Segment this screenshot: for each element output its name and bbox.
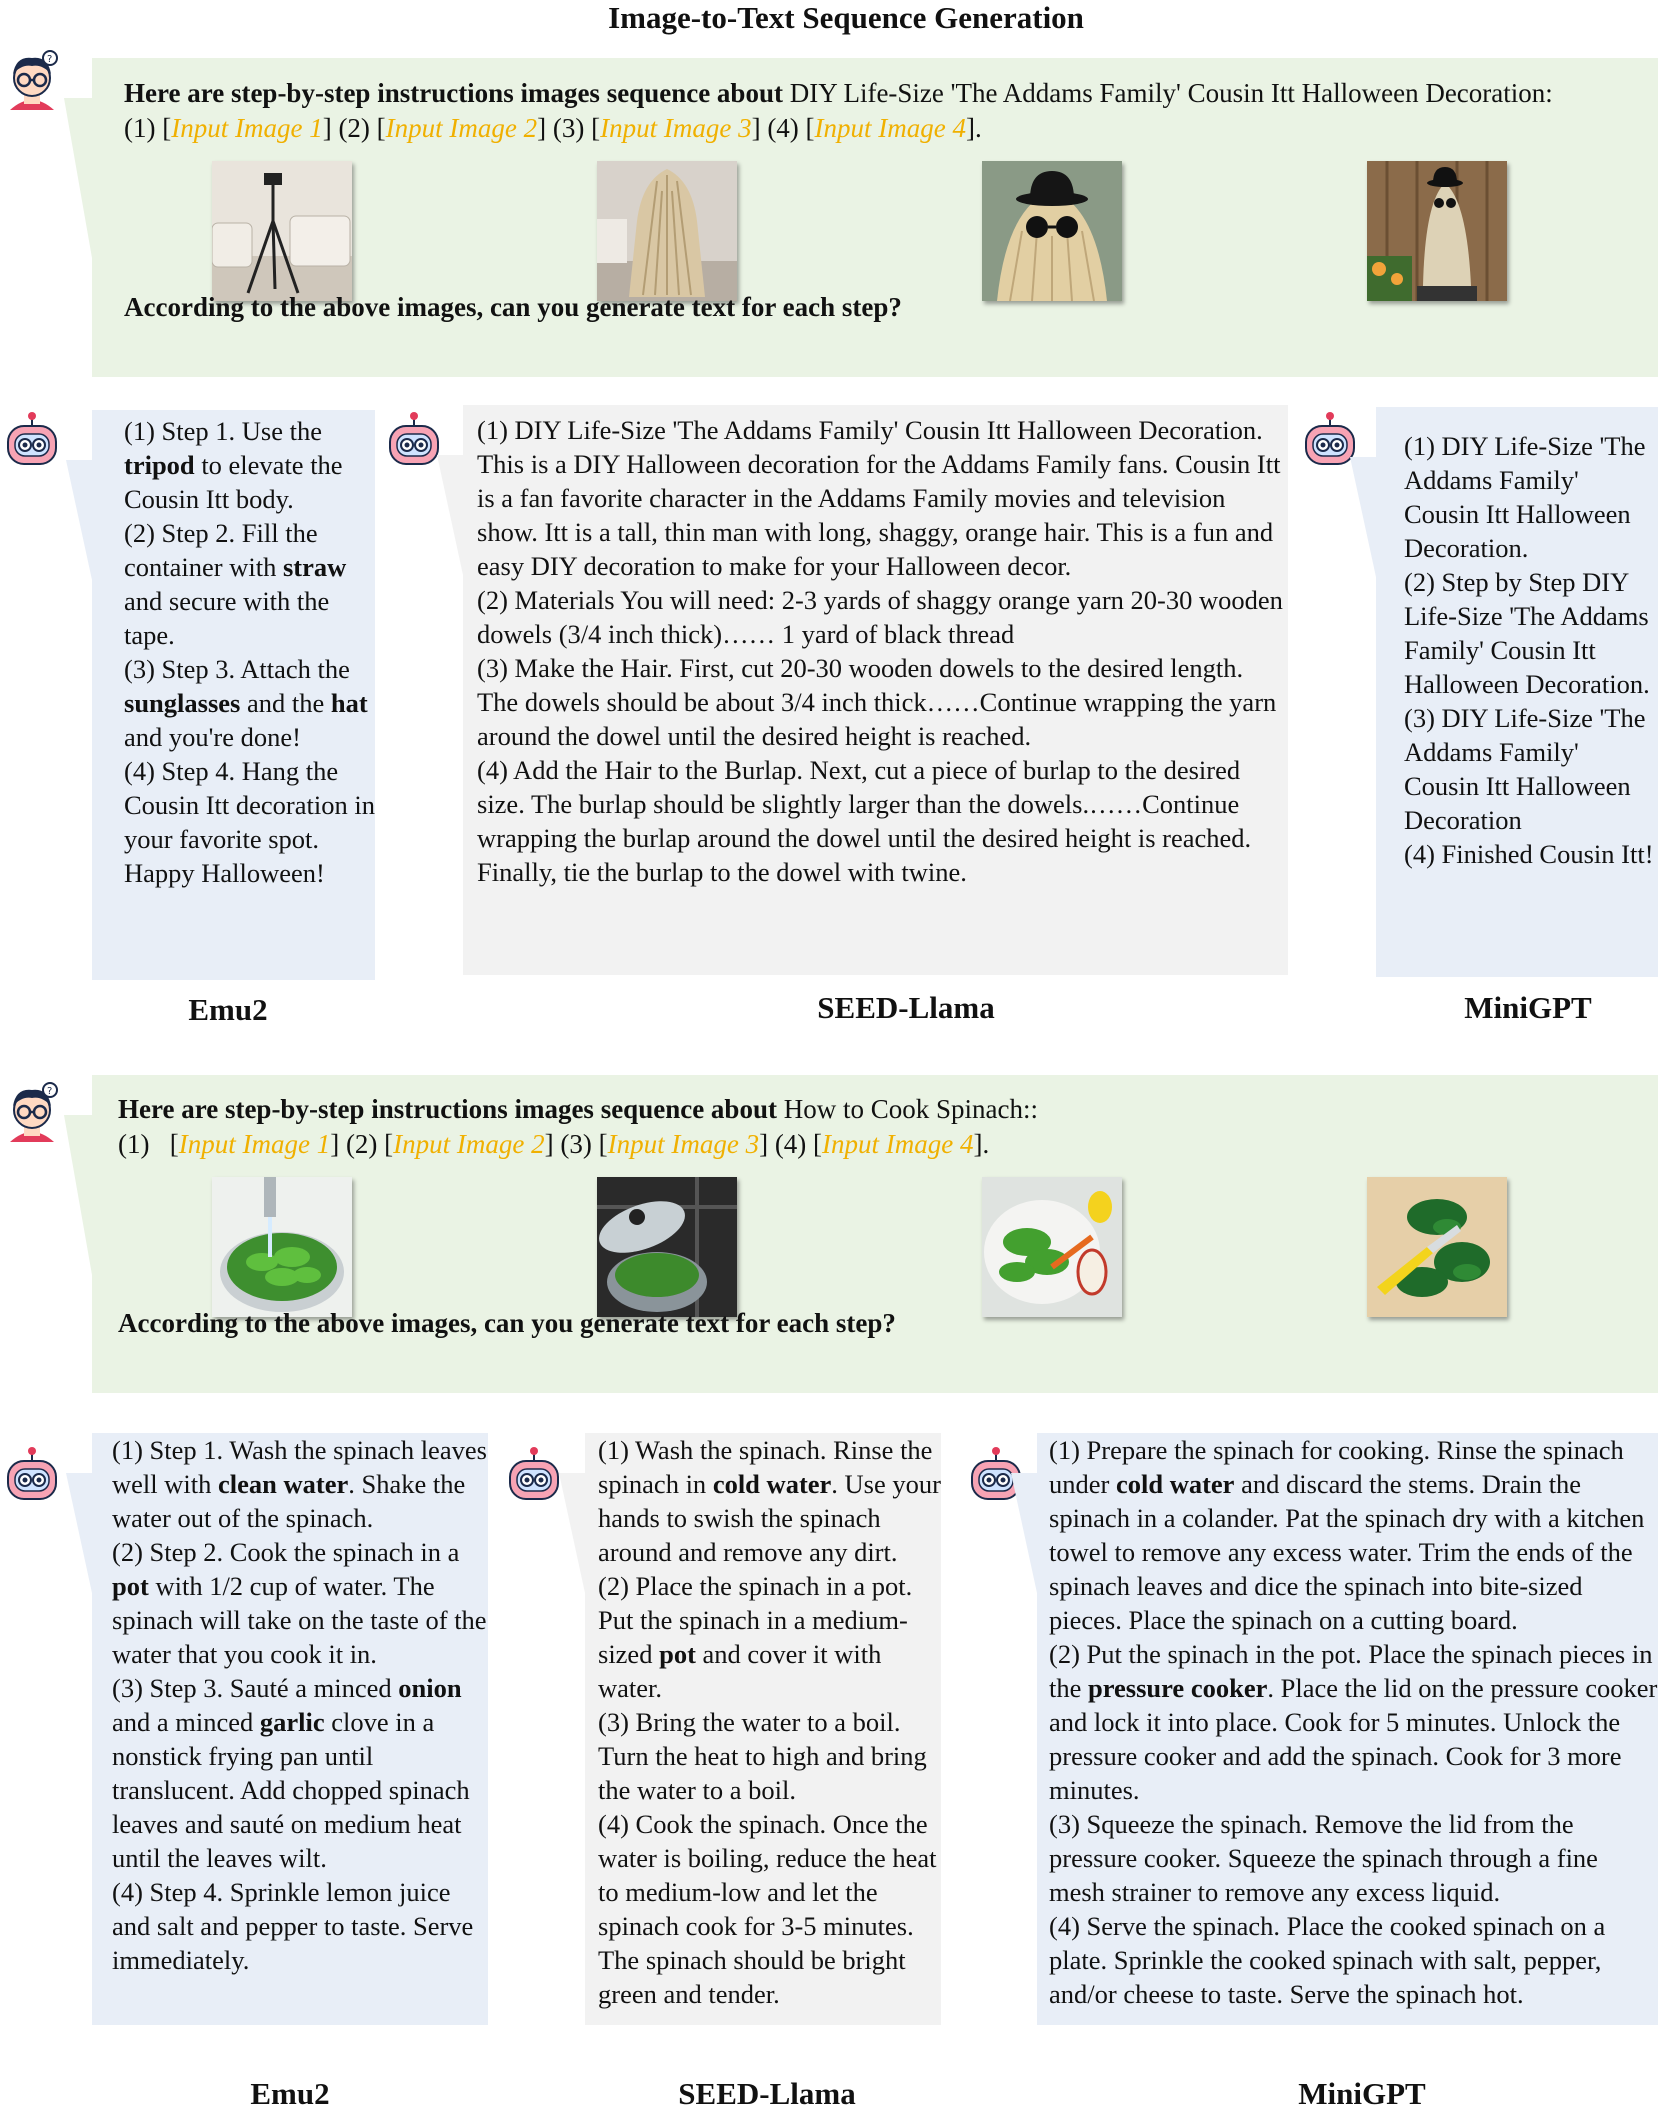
question-text: According to the above images, can you g…: [124, 292, 902, 322]
svg-text:?: ?: [47, 54, 52, 65]
prompt-text-line-2: (1) [Input Image 1] (2) [Input Image 2] …: [124, 113, 982, 143]
input-image-3-tongs-spinach: [982, 1177, 1122, 1317]
input-image-3-hat-sunglasses: [982, 161, 1122, 301]
response-e2-minigpt: (1) Prepare the spinach for cooking. Rin…: [1011, 1433, 1658, 2025]
response-text: (1) Step 1. Wash the spinach leaves well…: [112, 1435, 487, 1975]
svg-text:?: ?: [47, 1086, 52, 1097]
input-image-2-pot-on-stove: [597, 1177, 737, 1317]
user-avatar-icon: ?: [2, 50, 62, 114]
figure-title: Image-to-Text Sequence Generation: [608, 0, 1084, 35]
robot-avatar-icon: [2, 412, 62, 476]
robot-avatar-icon: [966, 1447, 1026, 1511]
response-e2-emu2: (1) Step 1. Wash the spinach leaves well…: [66, 1433, 488, 2025]
user-avatar-icon: ?: [2, 1082, 62, 1146]
model-label-emu2: Emu2: [188, 992, 268, 1027]
model-label-emu2: Emu2: [250, 2076, 330, 2111]
question-text: According to the above images, can you g…: [118, 1308, 896, 1338]
prompt-text-line-1: Here are step-by-step instructions image…: [124, 78, 1553, 108]
response-text: (1) DIY Life-Size 'The Addams Family' Co…: [477, 415, 1283, 887]
model-label-minigpt: MiniGPT: [1298, 2076, 1426, 2111]
input-image-4-porch-decoration: [1367, 161, 1507, 301]
response-text: (1) DIY Life-Size 'The Addams Family' Co…: [1404, 431, 1654, 869]
response-e1-seed-llama: (1) DIY Life-Size 'The Addams Family' Co…: [437, 405, 1288, 975]
response-e1-minigpt: (1) DIY Life-Size 'The Addams Family' Co…: [1350, 407, 1658, 977]
input-image-1-washing-spinach: [212, 1177, 352, 1317]
response-text: (1) Prepare the spinach for cooking. Rin…: [1049, 1435, 1658, 2009]
robot-avatar-icon: [2, 1447, 62, 1511]
prompt-panel-1: Here are step-by-step instructions image…: [64, 58, 1658, 377]
input-image-1-tripod: [212, 161, 352, 301]
response-e1-emu2: (1) Step 1. Use the tripod to elevate th…: [66, 410, 375, 980]
response-text: (1) Wash the spinach. Rinse the spinach …: [598, 1435, 941, 2009]
response-text: (1) Step 1. Use the tripod to elevate th…: [124, 416, 375, 888]
input-image-4-chopped-spinach: [1367, 1177, 1507, 1317]
model-label-minigpt: MiniGPT: [1464, 990, 1592, 1025]
model-label-seed-llama: SEED-Llama: [817, 990, 995, 1025]
prompt-panel-2: Here are step-by-step instructions image…: [64, 1075, 1658, 1393]
input-image-2-hair-body: [597, 161, 737, 301]
response-e2-seed-llama: (1) Wash the spinach. Rinse the spinach …: [559, 1433, 941, 2025]
robot-avatar-icon: [504, 1447, 564, 1511]
prompt-tail: [64, 98, 92, 258]
model-label-seed-llama: SEED-Llama: [678, 2076, 856, 2111]
robot-avatar-icon: [384, 412, 444, 476]
robot-avatar-icon: [1300, 412, 1360, 476]
prompt-text-line-2: (1) [Input Image 1] (2) [Input Image 2] …: [118, 1129, 990, 1159]
prompt-text-line-1: Here are step-by-step instructions image…: [118, 1094, 1038, 1124]
